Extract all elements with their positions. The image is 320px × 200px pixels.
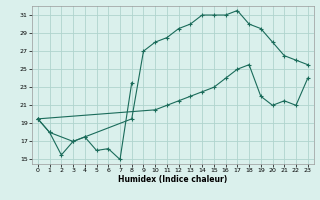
X-axis label: Humidex (Indice chaleur): Humidex (Indice chaleur) <box>118 175 228 184</box>
